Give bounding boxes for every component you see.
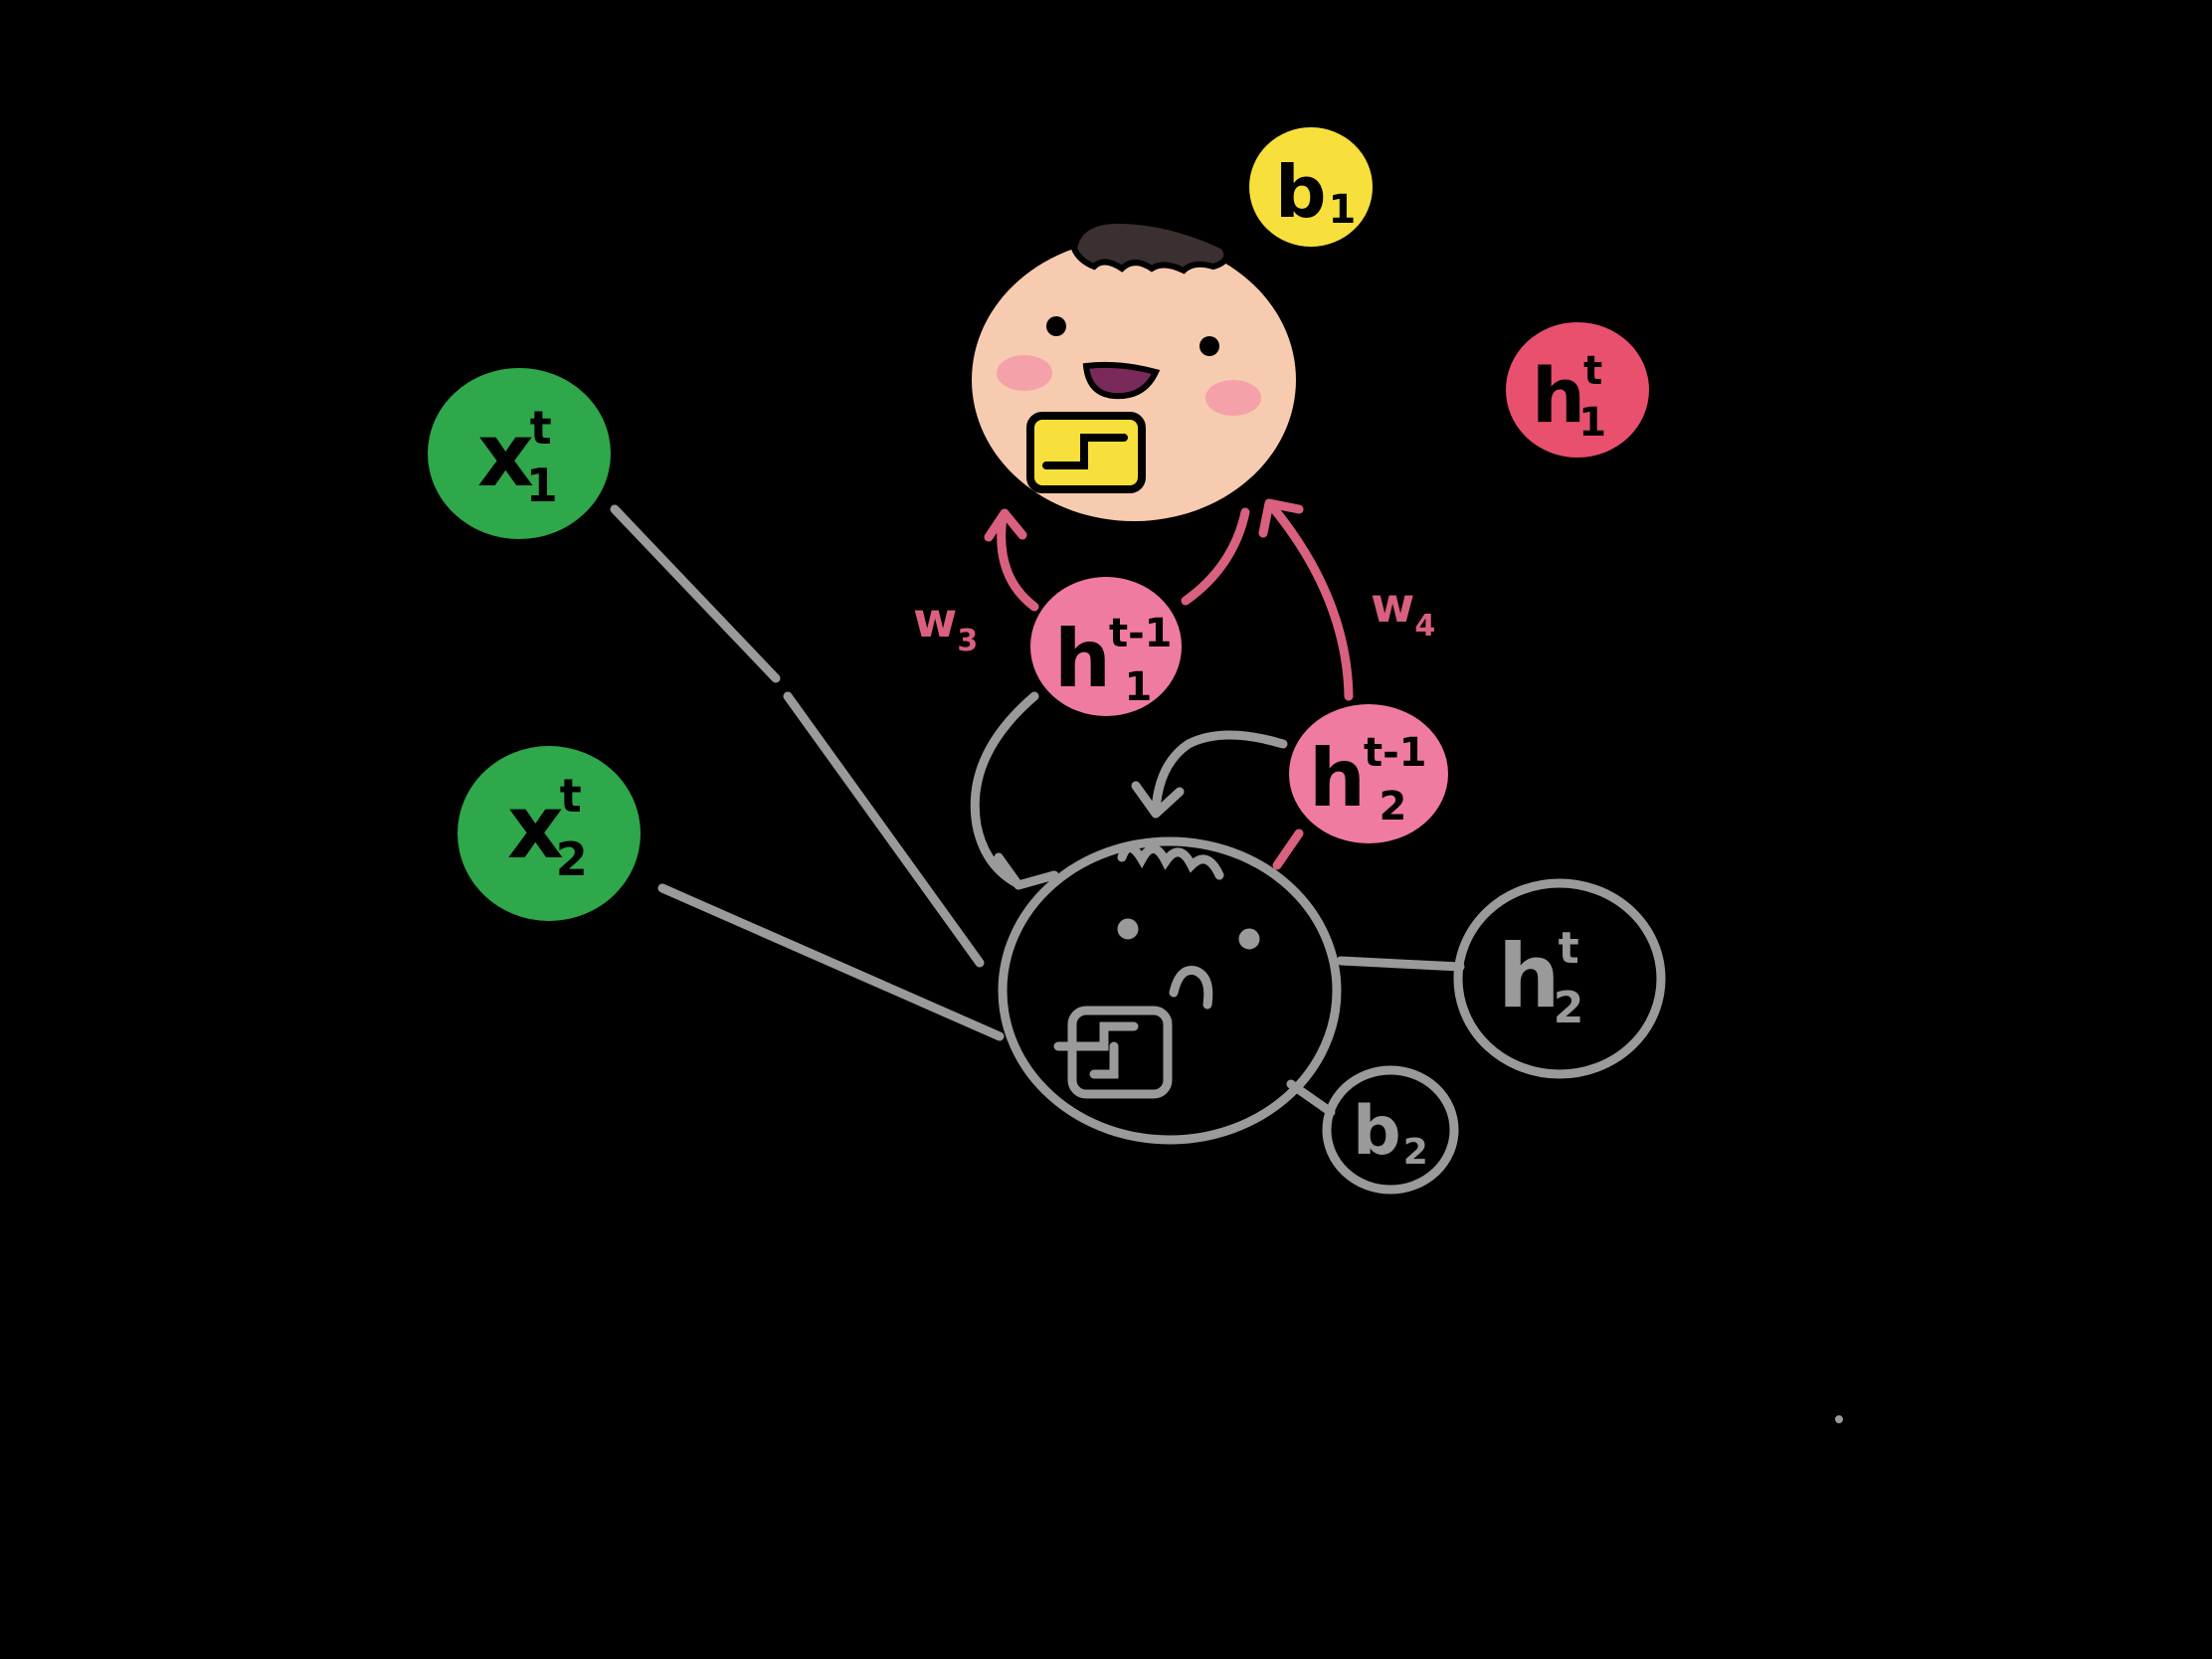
connections bbox=[610, 504, 1465, 1117]
node-h1-out-label: ht 1 bbox=[1532, 348, 1606, 446]
recurrent-arrows bbox=[984, 498, 1354, 701]
node-h1-out: ht 1 bbox=[1506, 322, 1649, 458]
edge-h2prev-pink-link bbox=[1272, 829, 1304, 870]
node-h1-prev-label: ht-1 1 bbox=[1054, 611, 1173, 710]
arrow-h1prev-to-neuron1 bbox=[1181, 507, 1250, 606]
neuron-2-mouth bbox=[1169, 965, 1213, 1010]
node-h2-out: ht 2 bbox=[1453, 878, 1666, 1079]
edge-neuron2-to-h2 bbox=[1336, 956, 1465, 972]
node-x2: xt 2 bbox=[458, 746, 641, 921]
node-b1-label: b1 bbox=[1275, 150, 1356, 234]
neuron-2-hair bbox=[1117, 843, 1224, 880]
neuron-2-head bbox=[998, 836, 1342, 1145]
edge-h2prev-to-neuron2 bbox=[1151, 730, 1288, 816]
node-h1-prev: ht-1 1 bbox=[1030, 577, 1182, 716]
neuron-2-eye-right bbox=[1238, 928, 1260, 950]
label-w4: w4 bbox=[1371, 578, 1435, 644]
node-b2-label: b2 bbox=[1353, 1092, 1428, 1173]
arrow-w3 bbox=[997, 512, 1039, 612]
node-h2-prev-label: ht-1 2 bbox=[1309, 730, 1427, 830]
arrowhead-h1prev bbox=[994, 852, 1059, 890]
neuron-1-cheek-right bbox=[1205, 380, 1261, 416]
arrowhead-w4 bbox=[1258, 498, 1304, 538]
neuron-2-inactive bbox=[998, 836, 1342, 1145]
edge-h1prev-to-neuron2 bbox=[970, 691, 1039, 888]
neuron-1-eye-left bbox=[1046, 316, 1066, 336]
neuron-1-cheek-left bbox=[997, 355, 1052, 391]
neuron-1-active bbox=[972, 217, 1296, 521]
edge-x2-to-neuron2 bbox=[657, 883, 1005, 1041]
node-h2-out-label: ht 2 bbox=[1498, 923, 1583, 1033]
node-x1-label: xt 1 bbox=[477, 401, 558, 512]
neuron-2-eye-left bbox=[1117, 918, 1139, 940]
label-w3: w3 bbox=[913, 593, 978, 658]
neuron-1-hair bbox=[1070, 217, 1230, 275]
node-b1: b1 bbox=[1249, 127, 1373, 247]
neuron-2-activation-box bbox=[1067, 1006, 1173, 1099]
edge-x1-to-neuron2 bbox=[610, 504, 781, 683]
neuron-1-mouth bbox=[1082, 361, 1161, 400]
node-x2-label: xt 2 bbox=[507, 769, 588, 886]
stray-dot bbox=[1835, 1415, 1843, 1423]
node-h2-prev: ht-1 2 bbox=[1289, 704, 1448, 843]
arrowhead-h2prev bbox=[1131, 781, 1185, 819]
arrow-w4 bbox=[1266, 500, 1354, 701]
step-function-icon bbox=[1042, 434, 1128, 469]
weight-labels: w3 w4 bbox=[913, 578, 1435, 658]
edge-x1-to-neuron2-lower bbox=[783, 691, 985, 968]
step-function-icon-2 bbox=[1053, 1021, 1139, 1079]
node-b2: b2 bbox=[1322, 1065, 1459, 1195]
node-x1: xt 1 bbox=[428, 368, 611, 539]
neuron-1-eye-right bbox=[1199, 336, 1219, 356]
arrowhead-w3 bbox=[984, 508, 1027, 542]
